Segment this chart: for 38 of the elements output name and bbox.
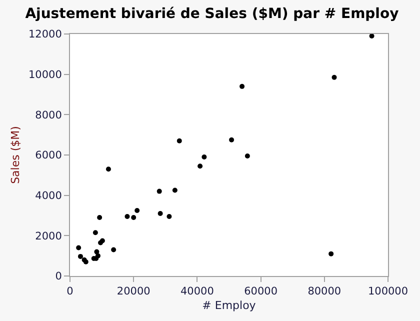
point [328,251,334,256]
point [229,137,234,142]
y-tick-label: 8000 [35,109,62,122]
point [202,154,207,160]
point [106,166,111,172]
point [172,188,178,193]
point [76,245,82,250]
y-tick-label: 2000 [35,230,62,242]
y-tick-label: 6000 [35,150,62,162]
point [92,230,98,236]
y-axis-title: Sales ($M) [9,126,22,184]
point [369,34,374,39]
point [131,215,136,220]
point [134,208,140,213]
point [244,154,250,159]
point [158,210,163,216]
x-tick-label: 80000 [308,286,342,298]
x-tick-label: 40000 [180,286,214,298]
point [176,138,182,144]
point [240,84,245,89]
point [97,215,102,220]
y-tick-label: 10000 [28,69,62,82]
y-tick-label: 4000 [35,190,62,202]
y-tick-label: 12000 [28,28,62,41]
x-axis-title: # Employ [202,298,256,312]
point [124,214,130,220]
point [332,74,337,80]
point [78,254,83,259]
y-tick-label: 0 [55,270,62,283]
x-tick-label: 0 [66,286,74,298]
point [198,164,203,169]
point [166,214,172,220]
chart-title: Ajustement bivarié de Sales ($M) par # Employ [25,6,399,22]
x-tick-label: 20000 [116,286,150,298]
x-tick-label: 100000 [368,286,408,298]
point [111,247,116,252]
x-tick-label: 60000 [244,286,278,298]
point [156,188,162,194]
